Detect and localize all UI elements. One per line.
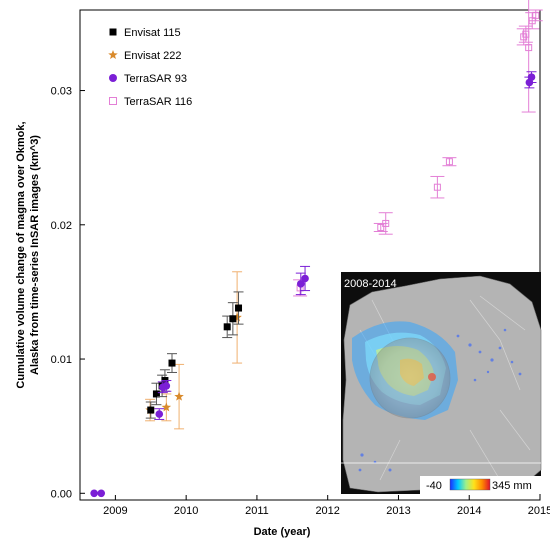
data-point [147,406,155,414]
data-point [297,280,305,288]
x-axis-label: Date (year) [254,526,311,538]
legend-marker [109,97,117,105]
series-terrasar-116 [293,0,543,297]
data-point [155,410,164,418]
y-axis-label-line-1: Cumulative volume change of magma over O… [15,121,27,388]
data-point [152,390,160,398]
x-tick-label: 2015 [528,505,550,517]
legend-marker [109,28,117,36]
legend-item: Envisat 115 [109,27,181,39]
axis-ticks [80,90,541,500]
x-tick-label: 2013 [386,505,410,517]
colorbar-min-label: -40 [426,480,442,492]
legend-marker [108,50,118,60]
series-envisat-115 [145,291,244,419]
data-point [382,219,390,227]
data-point [532,11,540,19]
legend-item: TerraSAR 93 [109,73,187,85]
data-point [445,158,453,166]
series-layer [90,0,543,498]
y-axis-label-line-2: Alaska from time-series InSAR images (km… [29,135,41,375]
x-tick-label: 2010 [174,505,198,517]
inset-map: 2008-2014 -40 345 mm [341,272,542,494]
data-point [525,44,533,52]
legend-item: Envisat 222 [108,50,181,62]
data-point [232,312,242,322]
legend-label: TerraSAR 93 [124,73,187,85]
y-tick-labels: 0.00 0.01 0.02 0.03 [51,86,72,501]
data-point [235,304,243,312]
data-point [90,489,98,498]
y-tick-label: 0.00 [51,488,72,500]
legend: Envisat 115 Envisat 222 TerraSAR 93 TerraSA… [108,27,192,108]
legend-item: TerraSAR 116 [109,96,192,108]
data-point [174,391,184,401]
data-point [527,73,536,81]
plot-frame [79,9,541,501]
data-point [301,274,309,283]
legend-marker [109,74,117,82]
data-point [377,223,385,231]
data-point [162,382,171,390]
colorbar [449,478,491,491]
x-tick-label: 2012 [315,505,339,517]
series-envisat-222 [145,271,243,430]
data-point [97,489,106,498]
x-tick-label: 2009 [103,505,127,517]
x-tick-label: 2011 [245,505,269,517]
inset-caldera [369,337,451,419]
data-point [223,323,231,331]
x-tick-labels: 2009 2010 2011 2012 2013 2014 2015 [103,505,550,517]
data-point [168,359,176,367]
y-tick-label: 0.01 [51,354,72,366]
legend-label: TerraSAR 116 [124,96,192,108]
inset-title: 2008-2014 [344,278,397,290]
data-point [433,183,441,191]
colorbar-max-label: 345 mm [492,480,532,492]
data-point [229,315,237,323]
data-point [161,402,172,412]
legend-label: Envisat 222 [124,50,181,62]
y-tick-label: 0.03 [51,86,72,98]
y-tick-label: 0.02 [51,220,72,232]
legend-label: Envisat 115 [124,27,181,39]
series-terrasar-93 [90,71,537,498]
x-tick-label: 2014 [457,505,481,517]
